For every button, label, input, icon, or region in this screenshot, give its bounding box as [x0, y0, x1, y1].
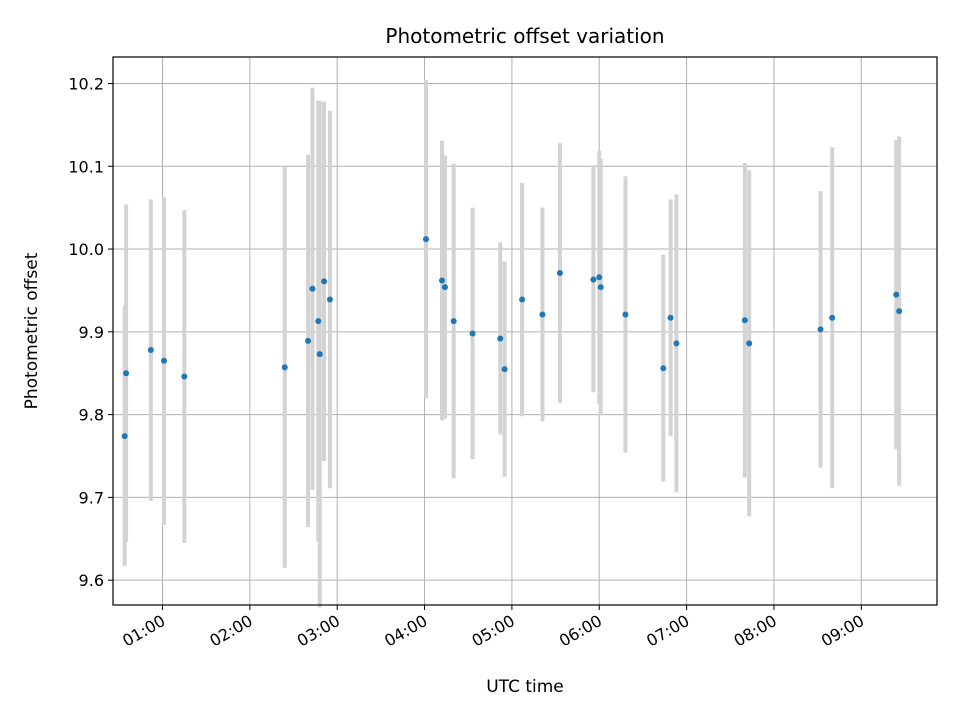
data-point — [281, 364, 288, 371]
x-tick-label: 04:00 — [381, 611, 430, 651]
data-point — [660, 365, 667, 372]
data-point — [590, 276, 597, 283]
y-tick-label: 9.9 — [79, 323, 104, 342]
plot-frame — [112, 56, 938, 606]
data-point — [893, 291, 900, 298]
data-point — [441, 284, 448, 291]
y-tick-label: 10.0 — [68, 240, 104, 259]
data-point — [673, 340, 680, 347]
data-point — [326, 296, 333, 303]
x-tick-label: 03:00 — [294, 611, 343, 651]
data-point — [469, 330, 476, 337]
data-point — [622, 311, 629, 318]
y-tick-label: 9.8 — [79, 406, 104, 425]
data-point — [519, 296, 526, 303]
data-point — [316, 351, 323, 358]
data-point — [181, 373, 188, 380]
data-point — [501, 366, 508, 373]
x-tick-label: 06:00 — [556, 611, 605, 651]
data-point — [667, 314, 674, 321]
x-tick-label: 07:00 — [643, 611, 692, 651]
data-point — [539, 311, 546, 318]
data-point — [309, 285, 316, 292]
y-tick-label: 9.7 — [79, 488, 104, 507]
data-point — [439, 277, 446, 284]
data-point — [896, 308, 903, 315]
data-point — [829, 314, 836, 321]
data-point — [315, 318, 322, 325]
data-point — [305, 337, 312, 344]
data-point — [596, 274, 603, 281]
x-tick-label: 01:00 — [119, 611, 168, 651]
data-point — [497, 335, 504, 342]
data-point — [746, 340, 753, 347]
data-point — [147, 347, 154, 354]
data-point — [556, 270, 563, 277]
x-tick-label: 09:00 — [818, 611, 867, 651]
y-axis-title: Photometric offset — [22, 252, 42, 409]
data-point — [597, 284, 604, 291]
data-point — [121, 433, 128, 440]
data-point — [123, 370, 130, 377]
data-point — [450, 318, 457, 325]
data-point — [741, 317, 748, 324]
data-point — [817, 326, 824, 333]
data-point — [423, 236, 430, 243]
data-points — [121, 236, 903, 440]
data-point — [321, 278, 328, 285]
y-tick-label: 9.6 — [79, 571, 104, 590]
y-tick-label: 10.2 — [68, 74, 104, 93]
chart-title: Photometric offset variation — [385, 24, 664, 48]
y-tick-label: 10.1 — [68, 157, 104, 176]
data-point — [160, 357, 167, 364]
x-tick-label: 08:00 — [731, 611, 780, 651]
grid — [113, 57, 937, 605]
x-tick-label: 05:00 — [468, 611, 517, 651]
x-axis-title: UTC time — [486, 677, 564, 697]
x-tick-label: 02:00 — [206, 611, 255, 651]
